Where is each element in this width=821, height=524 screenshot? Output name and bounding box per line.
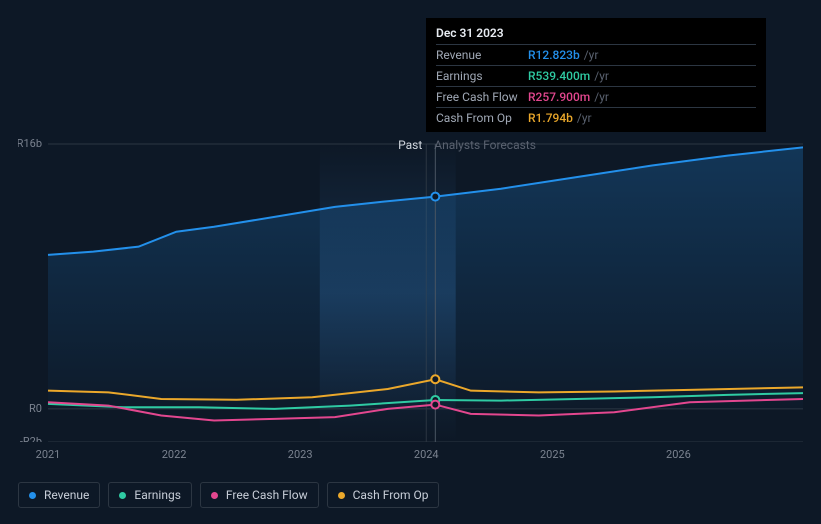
past-section-label: Past	[398, 138, 422, 152]
legend-item-earnings[interactable]: Earnings	[108, 482, 192, 508]
tooltip-row: Revenue R12.823b /yr	[436, 44, 756, 65]
tooltip-metric-unit: /yr	[584, 48, 599, 62]
tooltip-metric-value: R539.400m	[528, 69, 590, 83]
legend-item-free-cash-flow[interactable]: Free Cash Flow	[200, 482, 319, 508]
legend-label: Earnings	[134, 488, 181, 502]
x-axis: 202120222023202420252026	[48, 448, 803, 468]
legend-dot-icon	[211, 492, 218, 499]
legend-label: Revenue	[44, 488, 89, 502]
tooltip-metric-label: Revenue	[436, 48, 528, 62]
tooltip-row: Earnings R539.400m /yr	[436, 65, 756, 86]
tooltip-date: Dec 31 2023	[436, 26, 756, 44]
x-tick: 2025	[540, 448, 565, 461]
legend-dot-icon	[29, 492, 36, 499]
tooltip-metric-label: Free Cash Flow	[436, 90, 528, 104]
tooltip-metric-unit: /yr	[594, 69, 609, 83]
legend-dot-icon	[119, 492, 126, 499]
tooltip-metric-value: R1.794b	[528, 111, 573, 125]
tooltip-metric-label: Cash From Op	[436, 111, 528, 125]
chart-tooltip: Dec 31 2023 Revenue R12.823b /yrEarnings…	[426, 18, 766, 132]
x-tick: 2022	[162, 448, 187, 461]
svg-text:R16b: R16b	[18, 137, 42, 150]
tooltip-metric-unit: /yr	[577, 111, 592, 125]
tooltip-metric-value: R12.823b	[528, 48, 580, 62]
x-tick: 2024	[414, 448, 439, 461]
tooltip-row: Cash From Op R1.794b /yr	[436, 107, 756, 128]
x-tick: 2021	[36, 448, 61, 461]
legend-item-cash-from-op[interactable]: Cash From Op	[327, 482, 440, 508]
legend-item-revenue[interactable]: Revenue	[18, 482, 100, 508]
legend-label: Free Cash Flow	[226, 488, 308, 502]
svg-text:R0: R0	[29, 402, 42, 415]
tooltip-metric-label: Earnings	[436, 69, 528, 83]
legend-dot-icon	[338, 492, 345, 499]
tooltip-metric-value: R257.900m	[528, 90, 590, 104]
legend: Revenue Earnings Free Cash Flow Cash From O…	[18, 482, 439, 508]
svg-text:-R2b: -R2b	[20, 435, 42, 442]
tooltip-row: Free Cash Flow R257.900m /yr	[436, 86, 756, 107]
legend-label: Cash From Op	[353, 488, 429, 502]
forecast-section-label: Analysts Forecasts	[434, 138, 536, 152]
x-tick: 2023	[288, 448, 313, 461]
tooltip-metric-unit: /yr	[594, 90, 609, 104]
x-tick: 2026	[666, 448, 691, 461]
